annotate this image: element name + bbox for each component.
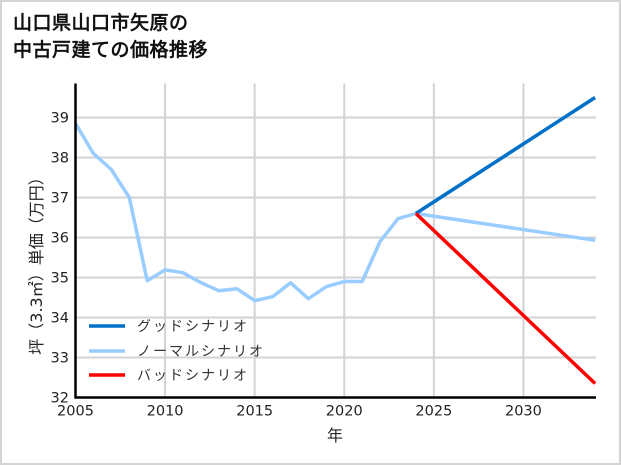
x-axis-label: 年 bbox=[327, 426, 343, 445]
x-tick-label: 2005 bbox=[57, 404, 94, 420]
axes bbox=[74, 83, 596, 399]
x-tick-label: 2020 bbox=[326, 404, 363, 420]
y-tick-label: 35 bbox=[51, 271, 69, 287]
y-tick-label: 32 bbox=[51, 391, 69, 407]
x-axis-ticks: 2005 2010 2015 2020 2025 2030 bbox=[57, 404, 542, 420]
y-tick-label: 33 bbox=[51, 351, 69, 367]
legend-label: ノーマルシナリオ bbox=[137, 344, 265, 360]
gridlines bbox=[75, 83, 596, 398]
series-line bbox=[73, 122, 596, 303]
x-tick-label: 2025 bbox=[415, 404, 452, 420]
y-axis-ticks: 32 33 34 35 36 37 38 39 bbox=[51, 111, 69, 407]
series-line bbox=[414, 96, 597, 215]
x-tick-label: 2015 bbox=[236, 404, 273, 420]
legend-item: グッドシナリオ bbox=[89, 319, 249, 335]
legend-label: グッドシナリオ bbox=[137, 319, 249, 335]
x-tick-label: 2010 bbox=[147, 404, 184, 420]
y-axis-label: 坪（3.3㎡）単価（万円） bbox=[27, 169, 46, 354]
legend-item: ノーマルシナリオ bbox=[89, 344, 265, 360]
legend-item: バッドシナリオ bbox=[89, 368, 249, 384]
chart-title: 山口県山口市矢原の 中古戸建ての価格推移 bbox=[13, 10, 208, 64]
chart-title-line2: 中古戸建ての価格推移 bbox=[13, 39, 209, 61]
y-tick-label: 39 bbox=[51, 111, 69, 127]
legend-label: バッドシナリオ bbox=[137, 368, 249, 384]
x-tick-label: 2030 bbox=[505, 404, 542, 420]
y-tick-label: 38 bbox=[51, 151, 69, 167]
series-line bbox=[414, 212, 597, 385]
y-tick-label: 36 bbox=[51, 231, 69, 247]
data-series bbox=[73, 96, 597, 385]
chart-title-line1: 山口県山口市矢原の bbox=[13, 12, 189, 34]
y-tick-label: 34 bbox=[51, 311, 69, 327]
y-tick-label: 37 bbox=[51, 191, 69, 207]
